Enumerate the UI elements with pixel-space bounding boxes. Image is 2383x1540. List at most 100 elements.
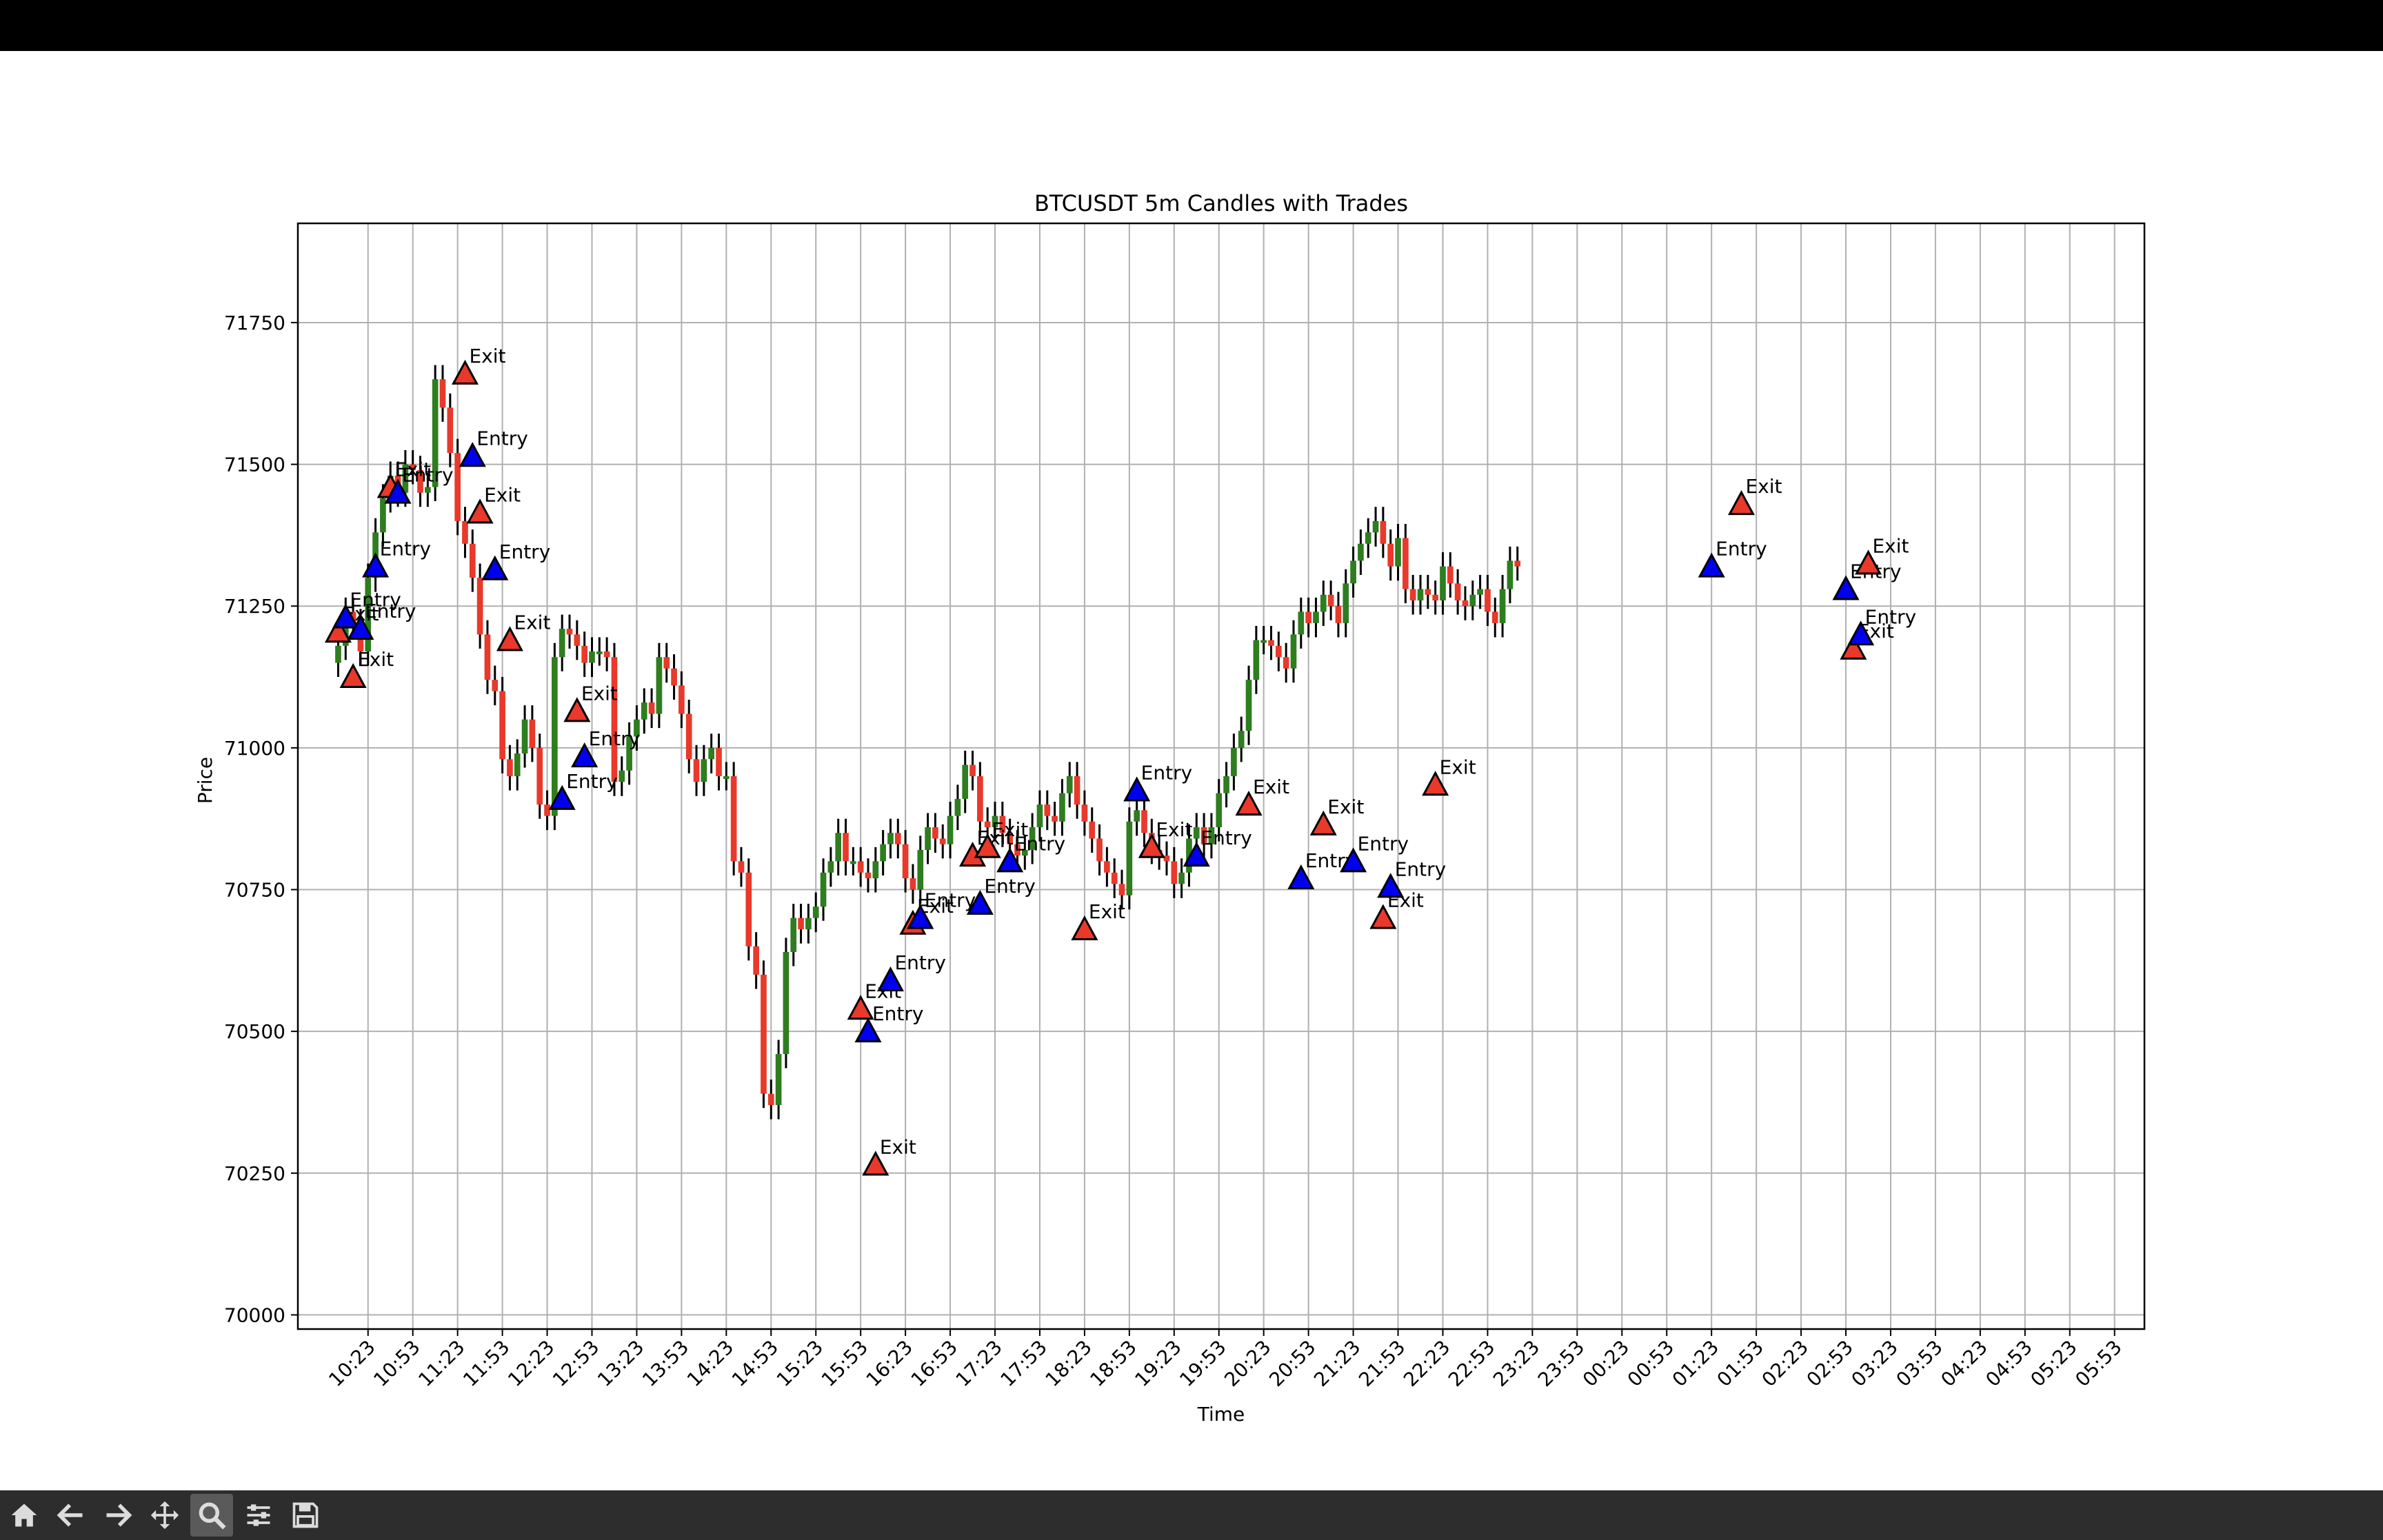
- trade-label: Exit: [1253, 776, 1289, 798]
- exit-marker: [324, 618, 352, 643]
- candle-body: [1514, 560, 1521, 567]
- x-tick-label: 01:53: [1713, 1336, 1768, 1391]
- entry-marker: [1123, 776, 1151, 802]
- candle-body: [783, 951, 790, 1055]
- y-tick-label: 71000: [224, 737, 285, 760]
- candle-body: [1126, 821, 1133, 895]
- zoom-button[interactable]: [190, 1494, 233, 1537]
- x-tick-label: 12:23: [503, 1336, 559, 1391]
- candle-body: [738, 861, 745, 873]
- x-tick-label: 04:53: [1981, 1336, 2036, 1391]
- x-tick-label: 01:23: [1668, 1336, 1723, 1391]
- x-tick-label: 18:53: [1085, 1336, 1140, 1391]
- candle-body: [962, 764, 969, 799]
- trade-label: Entry: [566, 770, 618, 793]
- entry-marker: [1377, 873, 1405, 898]
- x-tick-label: 23:53: [1534, 1336, 1589, 1391]
- candle-body: [775, 1054, 782, 1106]
- candle-body: [1036, 804, 1043, 828]
- candle-body: [507, 759, 513, 776]
- trade-label: Exit: [394, 458, 431, 480]
- trade-label: Entry: [1395, 858, 1446, 880]
- candle-body: [1178, 872, 1185, 884]
- candle-body: [1029, 827, 1036, 850]
- candles-layer: [335, 365, 1521, 1119]
- candle-body: [634, 719, 640, 737]
- forward-button[interactable]: [97, 1494, 139, 1537]
- candle-body: [947, 815, 954, 844]
- candle-body: [1021, 849, 1028, 856]
- y-tick-label: 71750: [224, 312, 285, 334]
- candle-body: [798, 918, 804, 930]
- candle-body: [492, 680, 499, 691]
- candle-body: [693, 759, 700, 782]
- candle-body: [1402, 538, 1409, 589]
- entry-marker: [907, 904, 934, 929]
- candle-body: [380, 498, 386, 533]
- configure-subplots-icon: [247, 1504, 270, 1526]
- exit-marker: [1309, 810, 1337, 835]
- trade-label: Entry: [499, 540, 551, 563]
- forward-arrow-icon: [106, 1503, 132, 1527]
- y-tick-label: 70000: [224, 1304, 285, 1326]
- x-tick-label: 12:53: [548, 1336, 603, 1391]
- candle-body: [611, 657, 618, 782]
- candle-body: [1089, 821, 1096, 839]
- trade-label: Exit: [1440, 756, 1476, 778]
- x-tick-label: 10:23: [324, 1336, 379, 1391]
- x-tick-label: 18:23: [1040, 1336, 1096, 1391]
- y-axis: 70000 70250 70500 70750 71000 71250 71500 71750: [224, 312, 298, 1326]
- candle-body: [753, 946, 759, 975]
- x-tick-label: 02:23: [1758, 1336, 1813, 1391]
- x-tick-label: 11:53: [459, 1336, 514, 1391]
- trade-label: Exit: [880, 1135, 916, 1158]
- candle-body: [1074, 776, 1080, 805]
- exit-marker: [1071, 915, 1098, 941]
- candle-body: [335, 645, 341, 663]
- candle-body: [1193, 827, 1200, 839]
- candle-body: [761, 974, 767, 1094]
- save-button[interactable]: [284, 1494, 327, 1537]
- trade-label: Entry: [350, 589, 401, 611]
- candlestick-chart: ExitEntryExitEntryEntryExitEntryExitEntr…: [194, 190, 2146, 1426]
- x-tick-label: 19:53: [1175, 1336, 1230, 1391]
- y-tick-label: 71500: [224, 454, 285, 476]
- candle-body: [790, 918, 797, 952]
- trade-label: Entry: [365, 600, 416, 622]
- candle-body: [619, 770, 625, 782]
- zoom-magnifier-icon: [199, 1502, 226, 1530]
- candle-body: [1380, 520, 1387, 544]
- candle-body: [1440, 566, 1446, 601]
- entry-marker: [1287, 864, 1315, 890]
- configure-subplots-button[interactable]: [237, 1494, 280, 1537]
- x-tick-label: 11:23: [414, 1336, 469, 1391]
- x-tick-label: 19:23: [1130, 1336, 1185, 1391]
- candle-body: [1305, 611, 1311, 623]
- trade-label: Exit: [1327, 796, 1364, 818]
- trade-label: Exit: [992, 818, 1028, 841]
- back-button[interactable]: [50, 1494, 92, 1537]
- candle-body: [1231, 747, 1237, 776]
- save-floppy-icon: [292, 1502, 319, 1528]
- candle-body: [969, 764, 976, 776]
- x-tick-label: 17:53: [996, 1336, 1052, 1391]
- candle-body: [730, 776, 737, 862]
- exit-marker: [466, 498, 494, 524]
- candle-body: [1485, 589, 1491, 612]
- candle-body: [1200, 827, 1207, 844]
- home-button[interactable]: [3, 1494, 46, 1537]
- candle-body: [1343, 583, 1349, 623]
- y-tick-label: 71250: [224, 595, 285, 618]
- trade-label: Entry: [1141, 762, 1193, 784]
- pan-button[interactable]: [143, 1494, 186, 1537]
- pan-move-icon: [150, 1501, 179, 1530]
- x-tick-label: 22:23: [1399, 1336, 1454, 1391]
- candle-body: [1171, 861, 1178, 884]
- candle-body: [1491, 611, 1498, 623]
- candle-body: [1447, 566, 1454, 584]
- candle-body: [805, 918, 812, 930]
- entry-marker: [347, 614, 374, 640]
- candle-body: [1358, 543, 1364, 561]
- candle-body: [529, 719, 536, 748]
- candle-body: [1044, 804, 1051, 816]
